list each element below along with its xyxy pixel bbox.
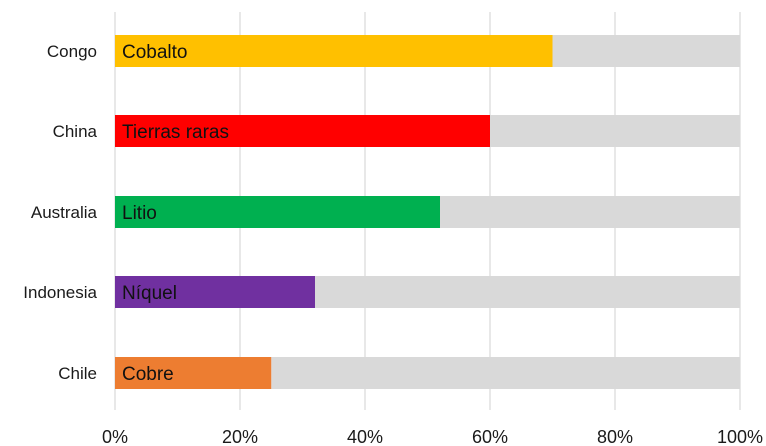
x-axis-ticks: 0% 20% 40% 60% 80% 100% bbox=[102, 427, 763, 446]
bar-layer bbox=[115, 35, 740, 389]
y-axis-category-label: China bbox=[53, 122, 98, 141]
bar bbox=[115, 196, 440, 228]
bar bbox=[115, 276, 315, 308]
y-axis-category-label: Australia bbox=[31, 203, 98, 222]
bar-remainder bbox=[440, 196, 740, 228]
y-axis-category-label: Chile bbox=[58, 364, 97, 383]
x-tick-label: 0% bbox=[102, 427, 128, 446]
bar bbox=[115, 35, 553, 67]
bar-remainder bbox=[315, 276, 740, 308]
bar-remainder bbox=[552, 35, 740, 67]
x-tick-label: 40% bbox=[347, 427, 383, 446]
y-axis-category-label: Congo bbox=[47, 42, 97, 61]
x-tick-label: 20% bbox=[222, 427, 258, 446]
x-tick-label: 80% bbox=[597, 427, 633, 446]
bar-label: Cobre bbox=[122, 364, 174, 385]
x-tick-label: 60% bbox=[472, 427, 508, 446]
y-axis-category-label: Indonesia bbox=[23, 283, 97, 302]
x-tick-label: 100% bbox=[717, 427, 763, 446]
label-layer: Cobalto Congo Tierras raras China Litio Austr… bbox=[23, 42, 229, 385]
bar-label: Tierras raras bbox=[122, 122, 229, 143]
bar-remainder bbox=[271, 357, 740, 389]
bar-remainder bbox=[490, 115, 740, 147]
bar-label: Cobalto bbox=[122, 42, 188, 63]
bar bbox=[115, 357, 272, 389]
bar-label: Litio bbox=[122, 203, 157, 224]
bar bbox=[115, 115, 490, 147]
bar-label: Níquel bbox=[122, 283, 177, 304]
